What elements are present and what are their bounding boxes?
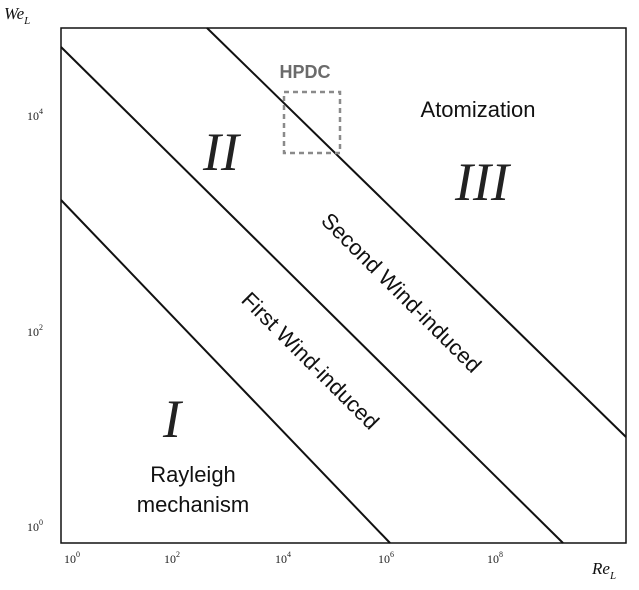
- x-axis-title: ReL: [591, 559, 616, 582]
- boundary-line-first-second: [60, 46, 564, 544]
- y-tick-label: 100: [27, 518, 43, 534]
- rayleigh-label-line1: Rayleigh: [150, 462, 236, 487]
- first-wind-induced-label: First Wind-induced: [237, 287, 384, 434]
- x-tick-label: 100: [64, 550, 80, 566]
- x-tick-label: 108: [487, 550, 503, 566]
- x-tick-label: 104: [275, 550, 291, 566]
- y-tick-label: 102: [27, 323, 43, 339]
- boundary-line-rayleigh-first: [60, 199, 391, 544]
- hpdc-label: HPDC: [279, 62, 330, 82]
- regime-numeral-iii: III: [454, 152, 512, 212]
- hpdc-region-box: [282, 90, 342, 155]
- regime-numeral-ii: II: [202, 122, 242, 182]
- atomization-label: Atomization: [421, 97, 536, 122]
- x-tick-label: 106: [378, 550, 394, 566]
- x-tick-label: 102: [164, 550, 180, 566]
- regime-numeral-i: I: [162, 389, 184, 449]
- y-tick-label: 104: [27, 107, 43, 123]
- boundary-line-second-atomization: [206, 27, 627, 438]
- rayleigh-label-line2: mechanism: [137, 492, 249, 517]
- y-axis-title: WeL: [4, 4, 30, 27]
- second-wind-induced-label: Second Wind-induced: [316, 208, 486, 378]
- plot-frame: [60, 27, 627, 544]
